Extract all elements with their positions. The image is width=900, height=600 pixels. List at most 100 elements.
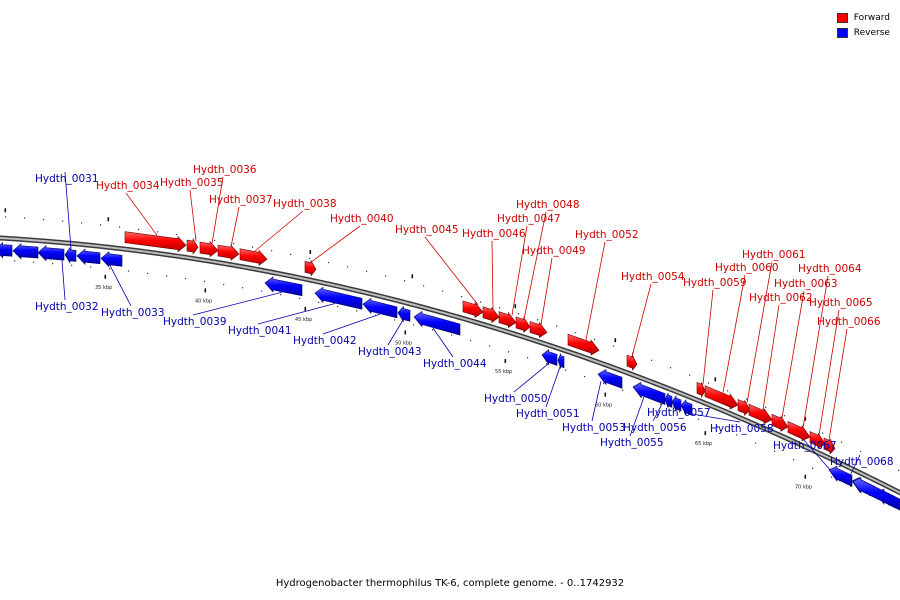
gene-label-hydth_0063[interactable]: Hydth_0063	[774, 278, 838, 290]
gene-label-hydth_0064[interactable]: Hydth_0064	[798, 263, 862, 275]
gene-label-hydth_0062[interactable]: Hydth_0062	[749, 292, 813, 304]
gene-label-hydth_0037[interactable]: Hydth_0037	[209, 194, 273, 206]
tick-dot	[651, 359, 653, 361]
tick-dot	[337, 305, 339, 308]
gene-label-hydth_0065[interactable]: Hydth_0065	[809, 297, 873, 309]
tick-dot	[309, 257, 311, 259]
gene-arrow-hydth_0067[interactable]	[828, 465, 853, 487]
gene-arrow-hydth_0062[interactable]	[748, 403, 773, 425]
gene-arrow-hydth_0058[interactable]	[680, 399, 693, 416]
gene-arrow-hydth_0045[interactable]	[462, 300, 484, 319]
leader-line	[322, 313, 381, 335]
gene-arrow-hydth_0033[interactable]	[100, 251, 123, 268]
tick-dot	[261, 290, 263, 292]
major-tick	[714, 377, 717, 382]
gene-label-hydth_0052[interactable]: Hydth_0052	[575, 229, 639, 241]
gene-arrow-hydth_0059[interactable]	[696, 381, 706, 399]
gene-arrow-hydth_0037[interactable]	[217, 244, 240, 261]
gene-label-hydth_0044[interactable]: Hydth_0044	[423, 358, 487, 370]
gene-label-hydth_0056[interactable]: Hydth_0056	[623, 422, 687, 434]
gene-arrow-hydth_0040[interactable]	[304, 259, 317, 277]
gene-label-hydth_0041[interactable]: Hydth_0041	[228, 325, 292, 337]
tick-dot	[812, 467, 814, 469]
gene-label-hydth_0042[interactable]: Hydth_0042	[293, 335, 357, 347]
tick-dot	[527, 357, 529, 359]
gene-arrow-hydth_0052[interactable]	[567, 333, 600, 356]
gene-label-hydth_0032[interactable]: Hydth_0032	[35, 301, 99, 313]
scale-label: 70 kbp	[795, 485, 812, 491]
gene-label-hydth_0040[interactable]: Hydth_0040	[330, 213, 394, 225]
gene-arrow-hydth_0056[interactable]	[664, 392, 673, 409]
gene-arrow-hydth_0051[interactable]	[557, 353, 565, 369]
gene-label-hydth_0046[interactable]: Hydth_0046	[462, 228, 526, 240]
gene-label-hydth_0068[interactable]: Hydth_0068	[830, 456, 894, 468]
gene-arrow-hydth_0044[interactable]	[413, 310, 461, 336]
tick-dot	[290, 253, 292, 255]
gene-label-hydth_0055[interactable]: Hydth_0055	[600, 437, 664, 449]
gene-arrow-hydth_0046[interactable]	[482, 306, 500, 324]
gene-arrow-hydth_0039[interactable]	[264, 276, 303, 297]
gene-label-hydth_0050[interactable]: Hydth_0050	[484, 393, 548, 405]
gene-arrow-hydth_0042[interactable]	[362, 297, 398, 319]
gene-label-hydth_0043[interactable]: Hydth_0043	[358, 346, 422, 358]
gene-label-hydth_0060[interactable]: Hydth_0060	[715, 262, 779, 274]
gene-label-hydth_0057[interactable]: Hydth_0057	[647, 407, 711, 419]
leader-line	[189, 189, 197, 242]
scale-label: 55 kbp	[495, 369, 512, 375]
gene-label-hydth_0067[interactable]: Hydth_0067	[773, 440, 837, 452]
gene-label-hydth_0061[interactable]: Hydth_0061	[742, 249, 806, 261]
gene-arrow-hydth_0061[interactable]	[737, 399, 751, 417]
gene-arrow-hydth_0031[interactable]	[0, 242, 13, 259]
gene-label-hydth_0034[interactable]: Hydth_0034	[96, 180, 160, 192]
gene-arrow-hydth_0050[interactable]	[541, 348, 558, 366]
gene-label-hydth_0036[interactable]: Hydth_0036	[193, 164, 257, 176]
tick-dot	[157, 231, 159, 233]
gene-arrow-hydth_0055[interactable]	[632, 381, 666, 406]
gene-arrow-hydth_0065[interactable]	[809, 431, 826, 449]
gene-label-hydth_0035[interactable]: Hydth_0035	[160, 177, 224, 189]
tick-dot	[765, 406, 767, 408]
gene-arrow-hydth_0036[interactable]	[199, 240, 219, 258]
gene-arrow-hydth_0035[interactable]	[186, 237, 199, 255]
gene-arrow-hydth_0063[interactable]	[771, 413, 789, 432]
gene-label-hydth_0047[interactable]: Hydth_0047	[497, 213, 561, 225]
gene-arrow-hydth_0057[interactable]	[671, 395, 682, 412]
tick-dot	[508, 351, 510, 353]
gene-label-hydth_0031[interactable]: Hydth_0031	[35, 173, 99, 185]
gene-arrow-hydth_0048[interactable]	[515, 316, 531, 334]
gene-label-hydth_0066[interactable]: Hydth_0066	[817, 316, 881, 328]
gene-arrow-hydth_0064[interactable]	[787, 420, 811, 442]
gene-arrow-hydth_0068[interactable]	[852, 477, 900, 511]
gene-arrow-hydth_0060[interactable]	[704, 385, 739, 410]
gene-arrow-hydth_0032[interactable]	[12, 243, 39, 260]
gene-label-hydth_0058[interactable]: Hydth_0058	[710, 423, 774, 435]
gene-label-hydth_0059[interactable]: Hydth_0059	[683, 277, 747, 289]
gene-arrow-hydth_0049[interactable]	[529, 321, 548, 339]
tick-dot	[660, 403, 662, 405]
gene-arrow-hydth_0034[interactable]	[124, 231, 187, 253]
tick-dot	[356, 310, 358, 312]
gene-label-hydth_0049[interactable]: Hydth_0049	[522, 245, 586, 257]
gene-arrow-hydth_0038[interactable]	[239, 248, 268, 266]
gene-arrow-hydth_0066[interactable]	[823, 437, 836, 455]
legend-forward-label: Forward	[853, 12, 890, 23]
gene-label-hydth_0038[interactable]: Hydth_0038	[273, 198, 337, 210]
gene-label-hydth_0054[interactable]: Hydth_0054	[621, 271, 685, 283]
gene-label-hydth_0053[interactable]: Hydth_0053	[562, 422, 626, 434]
gene-arrow-hydth_0053[interactable]	[597, 368, 623, 389]
gene-arrow-hydth_0047[interactable]	[498, 311, 517, 329]
gene-label-hydth_0033[interactable]: Hydth_0033	[101, 307, 165, 319]
gene-arrow-hydth_0054[interactable]	[626, 354, 638, 372]
tick-dot	[841, 441, 843, 443]
gene-label-hydth_0051[interactable]: Hydth_0051	[516, 408, 580, 420]
tick-dot	[850, 485, 852, 487]
leader-line	[545, 366, 561, 408]
gene-arrow-hydth_0041[interactable]	[314, 286, 363, 310]
gene-arrows	[0, 231, 900, 511]
gene-arrow-hydth_0043[interactable]	[397, 305, 411, 323]
tick-dot	[774, 450, 776, 452]
gene-label-hydth_0039[interactable]: Hydth_0039	[163, 316, 227, 328]
gene-label-hydth_0048[interactable]: Hydth_0048	[516, 199, 580, 211]
gene-label-hydth_0045[interactable]: Hydth_0045	[395, 224, 459, 236]
